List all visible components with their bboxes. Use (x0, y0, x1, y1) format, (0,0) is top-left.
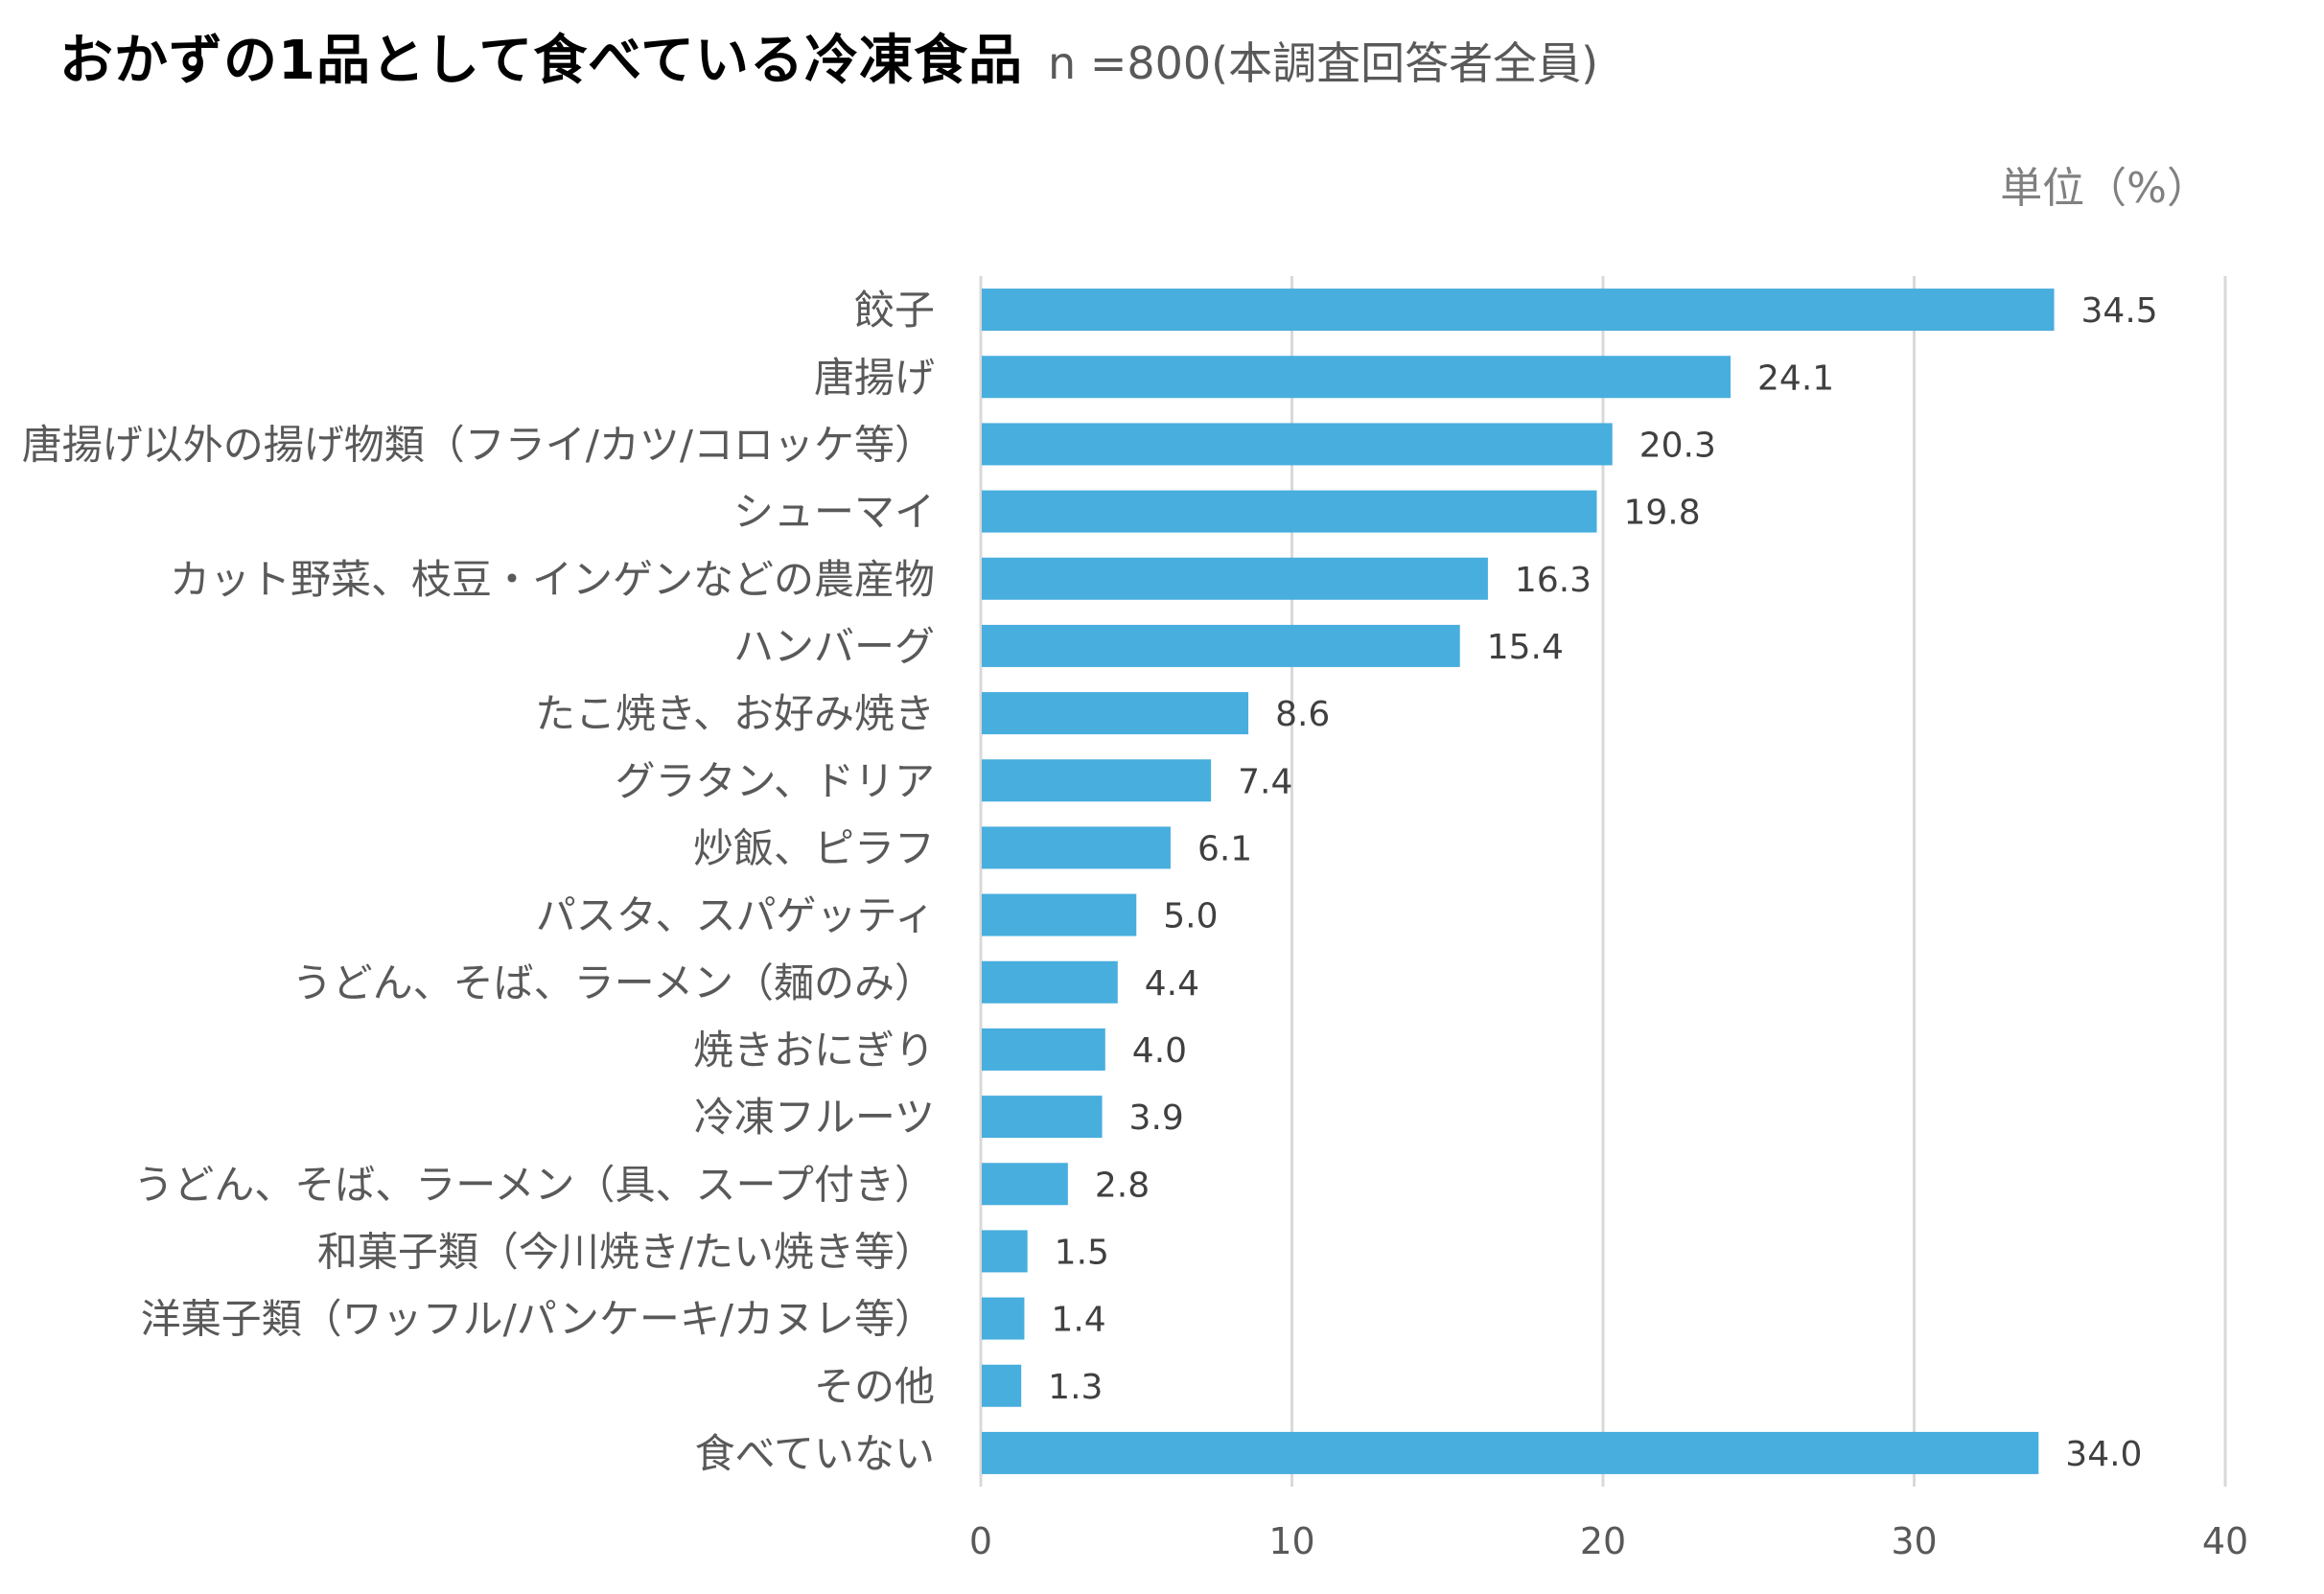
category-label: パスタ、スパゲッティ (536, 892, 935, 939)
value-label: 2.8 (1095, 1166, 1150, 1205)
value-label: 34.0 (2065, 1435, 2142, 1474)
value-label: 7.4 (1238, 762, 1292, 801)
bar (982, 1163, 1068, 1206)
category-label: 冷凍フルーツ (694, 1094, 935, 1141)
category-label: うどん、そば、ラーメン（麺のみ） (292, 959, 935, 1006)
value-label: 16.3 (1515, 561, 1592, 600)
value-label: 4.0 (1132, 1031, 1187, 1071)
bar (982, 1297, 1025, 1340)
value-label: 1.5 (1055, 1233, 1109, 1272)
category-label: 洋菓子類（ワッフル/パンケーキ/カヌレ等） (141, 1296, 935, 1343)
category-label: 唐揚げ (814, 354, 935, 401)
bar (982, 289, 2055, 332)
value-label: 34.5 (2081, 291, 2158, 331)
x-tick-label: 10 (1268, 1520, 1314, 1562)
value-label: 3.9 (1129, 1098, 1184, 1138)
bar (982, 692, 1249, 735)
category-label: シューマイ (733, 489, 935, 536)
bar (982, 490, 1597, 533)
bar (982, 1096, 1103, 1139)
bar (982, 624, 1460, 667)
x-tick-labels: 0 10 20 30 40 (969, 1520, 2248, 1562)
bar (982, 423, 1613, 466)
bars (982, 289, 2055, 1474)
value-label: 1.4 (1051, 1301, 1105, 1340)
value-label: 1.3 (1048, 1368, 1103, 1407)
value-label: 6.1 (1197, 829, 1252, 868)
bar (982, 1364, 1022, 1407)
x-tick-label: 30 (1891, 1520, 1937, 1562)
category-label: たこ焼き、お好み焼き (535, 690, 935, 737)
value-label: 15.4 (1487, 628, 1564, 667)
category-label: うどん、そば、ラーメン（具、スープ付き） (133, 1161, 935, 1208)
category-label: 焼きおにぎり (693, 1027, 935, 1074)
value-label: 24.1 (1757, 358, 1834, 398)
bar (982, 356, 1731, 399)
value-label: 20.3 (1639, 426, 1716, 465)
bar (982, 893, 1137, 936)
bar (982, 1431, 2039, 1474)
category-label: 唐揚げ以外の揚げ物類（フライ/カツ/コロッケ等） (22, 421, 935, 468)
category-label: 炒飯、ピラフ (693, 824, 935, 871)
category-label: ハンバーグ (733, 623, 935, 670)
chart-title-main: おかずの1品として食べている冷凍食品 (59, 30, 1024, 92)
category-label: 食べていない (695, 1430, 935, 1477)
chart-subtitle: n =800(本調査回答者全員) (1048, 37, 1599, 89)
bar (982, 960, 1118, 1004)
value-label: 8.6 (1275, 695, 1330, 734)
bar (982, 826, 1171, 869)
value-label: 19.8 (1624, 494, 1701, 533)
category-label: カット野菜、枝豆・インゲンなどの農産物 (170, 556, 935, 603)
category-label: 和菓子類（今川焼き/たい焼き等） (317, 1228, 935, 1275)
gridlines (979, 276, 2227, 1487)
category-label: グラタン、ドリア (616, 757, 935, 804)
bar (982, 1028, 1105, 1071)
value-labels: 34.5 24.1 20.3 19.8 16.3 15.4 8.6 7.4 6.1 5.0 4.4 4… (1048, 291, 2157, 1474)
category-label: その他 (814, 1363, 935, 1410)
category-label: 餃子 (854, 287, 935, 334)
value-label: 4.4 (1145, 964, 1199, 1004)
x-tick-label: 20 (1580, 1520, 1626, 1562)
value-label: 5.0 (1163, 897, 1218, 936)
x-tick-label: 0 (969, 1520, 992, 1562)
bar (982, 759, 1212, 802)
chart-title: おかずの1品として食べている冷凍食品 n =800(本調査回答者全員) (59, 17, 1598, 95)
x-tick-label: 40 (2202, 1520, 2248, 1562)
bar (982, 557, 1488, 600)
bar (982, 1230, 1028, 1273)
unit-label: 単位（%） (2000, 164, 2209, 213)
